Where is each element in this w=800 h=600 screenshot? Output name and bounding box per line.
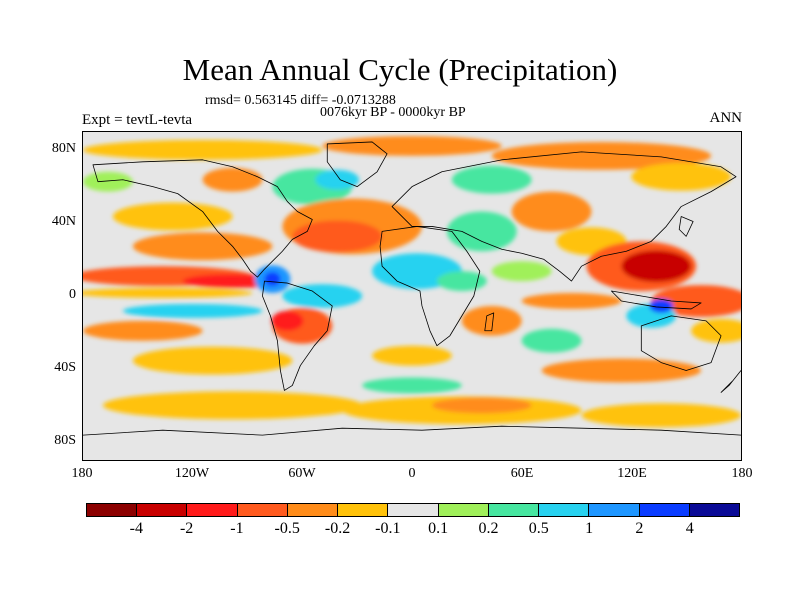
- colorbar-label: 0.1: [428, 520, 449, 537]
- lon-label-60e: 60E: [510, 466, 534, 481]
- anomaly-patch: [621, 250, 692, 283]
- coastline-antarctica: [83, 425, 741, 436]
- colorbar-box-10: [589, 504, 640, 516]
- colorbar-box-11: [639, 504, 690, 516]
- anomaly-patch: [491, 261, 552, 282]
- anomaly-patch: [322, 135, 502, 156]
- coastline-indonesia: [610, 290, 702, 310]
- anomaly-patch: [202, 167, 263, 192]
- experiment-label: Expt = tevtL-tevta: [82, 112, 193, 128]
- colorbar-box-9: [539, 504, 590, 516]
- anomaly-patch: [264, 272, 281, 287]
- colorbar: [86, 503, 740, 517]
- anomaly-patch: [521, 328, 582, 353]
- anomaly-patch: [461, 305, 522, 336]
- lon-label-0: 0: [408, 466, 416, 481]
- anomaly-patch: [282, 284, 363, 308]
- colorbar-label: 2: [635, 520, 644, 537]
- colorbar-label: 0.5: [528, 520, 549, 537]
- anomaly-patch: [491, 141, 712, 170]
- lat-label-80s: 80S: [54, 433, 76, 448]
- anomaly-patch: [541, 358, 702, 383]
- colorbar-label: -0.1: [375, 520, 401, 537]
- anomaly-patch: [271, 310, 304, 331]
- anomaly-patch: [649, 298, 674, 313]
- colorbar-label: -1: [230, 520, 244, 537]
- anomaly-patch: [436, 271, 487, 292]
- anomaly-patch: [122, 303, 263, 318]
- colorbar-box-4: [287, 504, 339, 516]
- rmsd-diff-stats: rmsd= 0.563145 diff= -0.0713288: [205, 93, 396, 108]
- coastline-south-america: [262, 280, 333, 391]
- anomaly-patch: [511, 191, 592, 232]
- anomaly-patch: [446, 211, 517, 252]
- coastline-africa: [379, 226, 481, 347]
- colorbar-box-8: [488, 504, 540, 516]
- colorbar-box-7: [438, 504, 489, 516]
- colorbar-box-2: [187, 504, 238, 516]
- colorbar-label: 4: [685, 520, 694, 537]
- colorbar-box-5: [338, 504, 389, 516]
- colorbar-label: 1: [585, 520, 594, 537]
- lat-label-0: 0: [69, 287, 76, 302]
- anomaly-patch: [102, 391, 363, 420]
- lon-label-120w: 120W: [174, 466, 210, 481]
- lat-label-40n: 40N: [51, 214, 76, 229]
- lat-label-80n: 80N: [51, 141, 76, 156]
- coastline-greenland: [326, 141, 388, 188]
- coastline-new-zealand: [720, 370, 741, 393]
- anomaly-patch: [132, 232, 273, 261]
- anomaly-patch: [362, 377, 462, 394]
- coastlines: [83, 141, 741, 436]
- anomaly-patch: [112, 202, 233, 231]
- colorbar-box-0: [87, 504, 138, 516]
- coastline-australia: [640, 315, 722, 371]
- colorbar-box-3: [237, 504, 288, 516]
- anomaly-patch: [631, 162, 732, 191]
- colorbar-label: 0.2: [478, 520, 499, 537]
- lat-label-40s: 40S: [54, 360, 76, 375]
- anomaly-patch: [83, 320, 203, 341]
- anomaly-field: [83, 135, 741, 428]
- coastline-eurasia: [391, 151, 737, 282]
- lon-label-120e: 120E: [617, 466, 647, 481]
- anomaly-patch: [83, 171, 133, 192]
- colorbar-label: -0.5: [274, 520, 300, 537]
- coastline-japan: [678, 216, 694, 237]
- colorbar-label: -0.2: [324, 520, 351, 537]
- anomaly-patch: [431, 397, 532, 414]
- anomaly-patch: [651, 285, 741, 317]
- anomaly-patch: [315, 169, 360, 190]
- anomaly-patch: [83, 288, 253, 298]
- colorbar-label: -2: [179, 520, 194, 537]
- time-period-label: 0076kyr BP - 0000kyr BP: [320, 105, 466, 120]
- coastline-madagascar: [484, 312, 495, 332]
- anomaly-patch: [83, 139, 323, 160]
- anomaly-patch: [451, 165, 532, 194]
- precipitation-map: [82, 131, 742, 461]
- lon-label-180w: 180: [71, 466, 93, 481]
- colorbar-box-12: [689, 504, 740, 516]
- anomaly-patch: [581, 403, 741, 428]
- plot-title: Mean Annual Cycle (Precipitation): [182, 52, 618, 87]
- anomaly-patch: [521, 293, 622, 309]
- colorbar-box-1: [137, 504, 188, 516]
- anomaly-patch: [372, 345, 452, 366]
- anomaly-patch: [292, 220, 383, 253]
- lon-label-60w: 60W: [288, 466, 316, 481]
- anomaly-patch: [132, 346, 293, 375]
- season-label: ANN: [709, 110, 743, 126]
- colorbar-label: -4: [129, 520, 143, 537]
- colorbar-box-6: [388, 504, 439, 516]
- map-svg: [83, 132, 741, 460]
- lon-label-180e: 180: [731, 466, 753, 481]
- coastline-north-america: [92, 159, 313, 278]
